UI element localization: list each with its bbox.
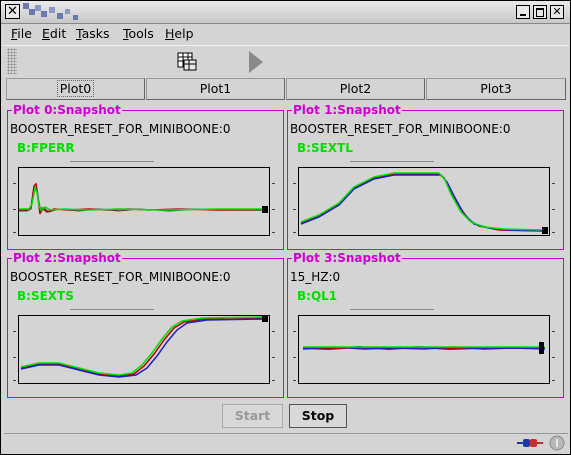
plot-panel-0: Plot 0:Snapshot BOOSTER_RESET_FOR_MINIBO… — [7, 103, 284, 250]
tab-plot0[interactable]: Plot0 — [6, 78, 145, 100]
toolbar — [2, 45, 569, 76]
menu-file[interactable]: File — [11, 26, 32, 41]
plot-panel-1: Plot 1:Snapshot BOOSTER_RESET_FOR_MINIBO… — [287, 103, 564, 250]
panel-event: BOOSTER_RESET_FOR_MINIBOONE:0 — [10, 122, 231, 136]
tab-plot3-label: Plot3 — [480, 81, 512, 96]
info-icon[interactable] — [549, 435, 565, 451]
tab-plot0-label: Plot0 — [56, 80, 95, 97]
panel-title: Plot 3:Snapshot — [292, 251, 402, 265]
title-grip-icon — [23, 3, 78, 20]
legend-line — [350, 161, 434, 162]
plot-canvas[interactable] — [18, 167, 270, 236]
plot-canvas[interactable] — [298, 167, 550, 236]
tab-plot3[interactable]: Plot3 — [426, 78, 566, 100]
trace-plot-2 — [20, 316, 268, 378]
panel-device: B:SEXTS — [17, 289, 74, 303]
panel-title: Plot 1:Snapshot — [292, 103, 402, 117]
menu-bar: File Edit Tasks Tools Help — [2, 24, 569, 44]
panel-device: B:SEXTL — [297, 141, 353, 155]
panel-event: BOOSTER_RESET_FOR_MINIBOONE:0 — [290, 122, 511, 136]
close-button[interactable]: ✕ — [550, 5, 564, 19]
legend-line — [70, 309, 154, 310]
panel-event: BOOSTER_RESET_FOR_MINIBOONE:0 — [10, 270, 231, 284]
menu-help[interactable]: Help — [165, 26, 194, 41]
table-icon[interactable] — [176, 50, 198, 72]
plot-panel-2: Plot 2:Snapshot BOOSTER_RESET_FOR_MINIBO… — [7, 251, 284, 398]
play-icon[interactable] — [246, 50, 266, 74]
start-button[interactable]: Start — [222, 404, 283, 428]
trace-plot-3 — [302, 342, 546, 354]
panel-event: 15_HZ:0 — [290, 270, 341, 284]
toolbar-grip[interactable] — [7, 48, 17, 74]
menu-tasks[interactable]: Tasks — [76, 26, 110, 41]
tab-plot1-label: Plot1 — [199, 81, 232, 96]
plot-panel-3: Plot 3:Snapshot 15_HZ:0 B:QL1 — [287, 251, 564, 398]
trace-plot-0 — [19, 182, 268, 215]
stop-button[interactable]: Stop — [289, 404, 347, 428]
panel-title: Plot 2:Snapshot — [12, 251, 122, 265]
title-bar: ✕ ✕ — [1, 1, 570, 24]
legend-line — [70, 161, 154, 162]
panel-device: B:FPERR — [17, 141, 75, 155]
menu-tools[interactable]: Tools — [123, 26, 154, 41]
minimize-button[interactable] — [516, 5, 530, 19]
tab-plot2-label: Plot2 — [339, 81, 372, 96]
plot-canvas[interactable] — [18, 315, 270, 384]
window-menu-icon[interactable]: ✕ — [5, 4, 20, 19]
maximize-button[interactable] — [533, 5, 547, 19]
legend-line — [350, 309, 434, 310]
panel-device: B:QL1 — [297, 289, 338, 303]
status-bar — [4, 433, 568, 453]
trace-plot-1 — [300, 172, 548, 234]
plot-canvas[interactable] — [298, 315, 550, 384]
tab-plot2[interactable]: Plot2 — [286, 78, 425, 100]
menu-edit[interactable]: Edit — [42, 26, 67, 41]
tab-plot1[interactable]: Plot1 — [146, 78, 285, 100]
panel-title: Plot 0:Snapshot — [12, 103, 122, 117]
plug-icon — [517, 439, 543, 447]
